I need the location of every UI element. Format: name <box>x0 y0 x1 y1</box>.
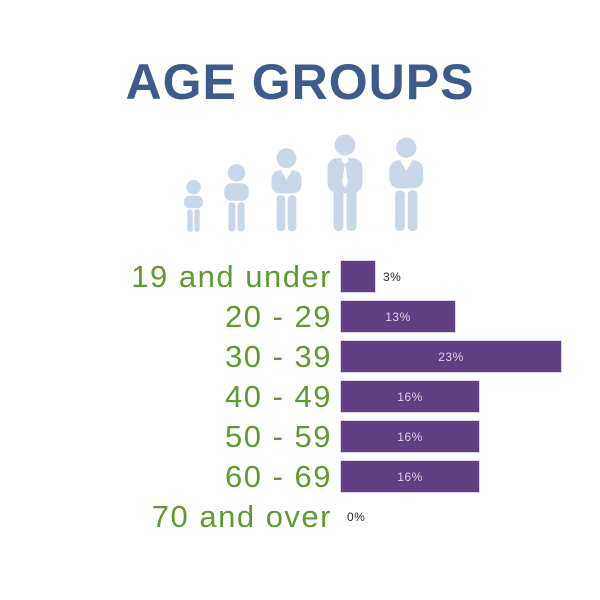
chart-row-30-39: 30 - 39 23% <box>0 338 600 374</box>
bar-30-39: 23% <box>340 340 562 373</box>
category-label-19-and-under: 19 and under <box>131 258 332 294</box>
category-label-20-29: 20 - 29 <box>224 298 332 334</box>
value-label-70-and-over: 0% <box>347 509 366 524</box>
age-people-icons <box>180 133 430 233</box>
person-adult-icon <box>388 137 423 232</box>
person-toddler-icon <box>184 179 203 232</box>
value-label-19-and-under: 3% <box>383 269 402 284</box>
bar-50-59: 16% <box>340 420 480 453</box>
page-title: AGE GROUPS <box>125 54 475 110</box>
chart-row-60-69: 60 - 69 16% <box>0 458 600 494</box>
value-label-50-59: 16% <box>397 429 423 444</box>
chart-row-70-and-over: 70 and over 0% <box>0 498 600 534</box>
category-label-70-and-over: 70 and over <box>151 498 332 534</box>
value-label-40-49: 16% <box>397 389 423 404</box>
bar-40-49: 16% <box>340 380 480 413</box>
value-label-30-39: 23% <box>438 349 464 364</box>
person-child-icon <box>223 164 249 232</box>
chart-row-20-29: 20 - 29 13% <box>0 298 600 334</box>
category-label-60-69: 60 - 69 <box>224 458 332 494</box>
bar-19-and-under <box>340 260 376 293</box>
chart-row-50-59: 50 - 59 16% <box>0 418 600 454</box>
chart-row-19-and-under: 19 and under 3% <box>0 258 600 294</box>
bar-20-29: 13% <box>340 300 456 333</box>
value-label-60-69: 16% <box>397 469 423 484</box>
person-adult-tie-icon <box>327 134 363 231</box>
age-bar-chart: 19 and under 3% 20 - 29 13% 30 - 39 23% 40 - 4… <box>0 258 600 560</box>
chart-row-40-49: 40 - 49 16% <box>0 378 600 414</box>
value-label-20-29: 13% <box>385 309 411 324</box>
category-label-40-49: 40 - 49 <box>224 378 332 414</box>
category-label-50-59: 50 - 59 <box>224 418 332 454</box>
person-teen-icon <box>271 148 302 232</box>
category-label-30-39: 30 - 39 <box>224 338 332 374</box>
bar-60-69: 16% <box>340 460 480 493</box>
